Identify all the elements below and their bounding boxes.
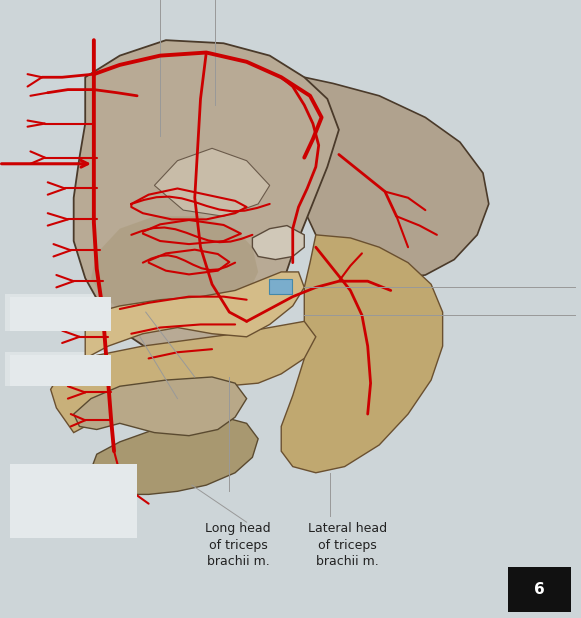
Polygon shape	[85, 272, 304, 358]
Text: Lateral head
of triceps
brachii m.: Lateral head of triceps brachii m.	[308, 522, 387, 568]
FancyBboxPatch shape	[304, 284, 581, 386]
Polygon shape	[155, 148, 270, 216]
Polygon shape	[252, 226, 304, 260]
FancyBboxPatch shape	[10, 464, 137, 538]
Polygon shape	[304, 77, 489, 278]
FancyBboxPatch shape	[269, 279, 292, 294]
Polygon shape	[281, 235, 443, 473]
Polygon shape	[74, 377, 246, 436]
Text: Long head
of triceps
brachii m.: Long head of triceps brachii m.	[205, 522, 271, 568]
Polygon shape	[91, 417, 258, 494]
FancyBboxPatch shape	[10, 297, 111, 331]
FancyBboxPatch shape	[508, 567, 571, 612]
FancyBboxPatch shape	[5, 352, 114, 386]
Polygon shape	[74, 40, 339, 365]
Polygon shape	[91, 216, 258, 315]
FancyBboxPatch shape	[10, 355, 111, 386]
Text: 6: 6	[534, 582, 545, 597]
Polygon shape	[51, 321, 316, 433]
FancyBboxPatch shape	[5, 294, 114, 331]
